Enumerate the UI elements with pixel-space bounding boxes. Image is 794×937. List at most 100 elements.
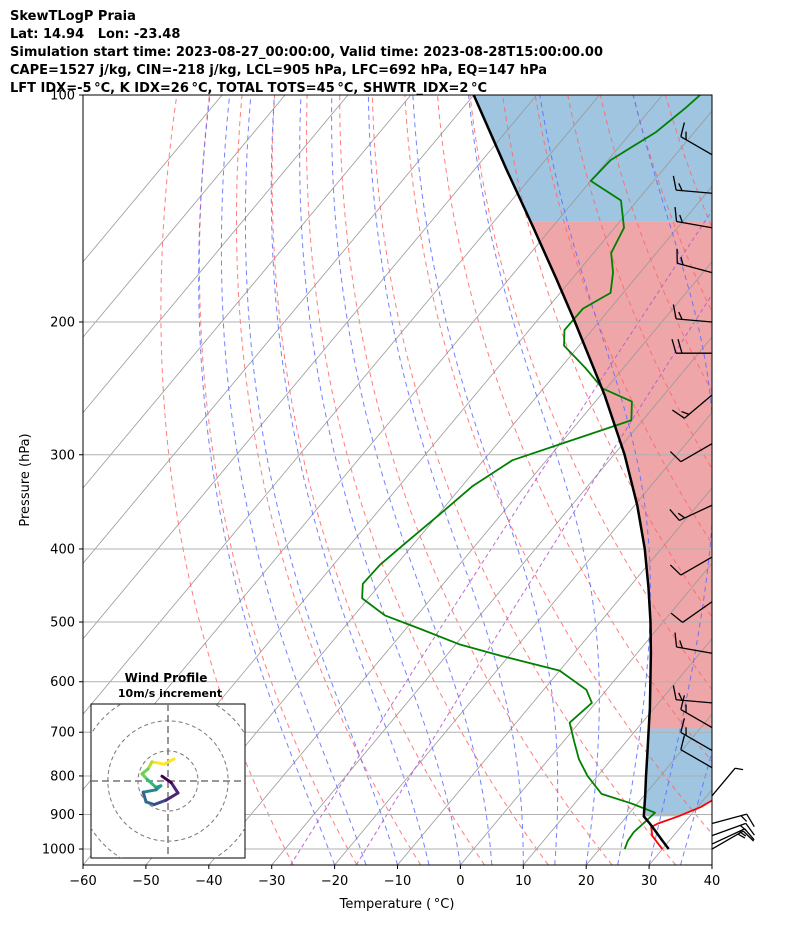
wind-barb <box>669 443 713 463</box>
isotherm <box>83 95 537 640</box>
y-tick-label: 200 <box>50 315 75 330</box>
isotherm <box>83 95 286 338</box>
isotherm <box>271 336 712 865</box>
dry-adiabat <box>436 95 712 763</box>
barb-full-flag <box>680 735 685 750</box>
barb-staff <box>676 220 713 229</box>
wind-barb <box>674 206 713 229</box>
hodograph-segment <box>162 757 176 766</box>
x-tick-label: 40 <box>704 874 721 889</box>
y-tick-label: 900 <box>50 808 75 823</box>
barb-full-flag <box>680 122 685 137</box>
x-tick-label: −40 <box>195 874 222 889</box>
mixing-ratio-line <box>290 209 712 865</box>
hodograph-segment <box>160 774 173 785</box>
barb-full-flag <box>671 339 677 354</box>
dry-adiabat <box>502 95 712 618</box>
barb-full-flag <box>671 409 685 419</box>
barb-half-flag <box>678 692 683 701</box>
barb-staff <box>682 601 713 623</box>
axes: −60 −50 −40 −30 −20 −10 0 10 20 30 40 1000 900 800 70… <box>18 89 720 913</box>
wind-barb <box>711 830 755 850</box>
x-tick-label: 30 <box>641 874 658 889</box>
dry-adiabat <box>160 95 294 865</box>
dewpoint-line <box>361 95 701 850</box>
wind-barb <box>676 248 713 274</box>
hodograph-segment <box>145 777 158 789</box>
wind-barb <box>672 304 713 323</box>
barb-half-flag <box>739 824 747 832</box>
y-tick-label: 1000 <box>42 843 75 858</box>
barb-half-flag <box>740 815 748 822</box>
y-tick-label: 100 <box>50 89 75 104</box>
barb-full-flag <box>742 830 755 842</box>
barb-staff <box>680 556 713 576</box>
wind-barb <box>672 685 713 704</box>
isotherm <box>334 411 712 865</box>
x-tick-label: 0 <box>456 874 464 889</box>
x-tick-label: −60 <box>69 874 96 889</box>
y-tick-label: 700 <box>50 726 75 741</box>
barb-half-flag <box>678 311 683 320</box>
barb-full-flag <box>680 695 685 710</box>
dry-adiabat <box>534 95 712 545</box>
wind-barb <box>669 504 713 522</box>
y-tick-label: 800 <box>50 769 75 784</box>
barb-full-flag <box>672 685 677 700</box>
barb-full-flag <box>677 339 683 354</box>
y-tick-label: 400 <box>50 542 75 557</box>
barb-full-flag <box>672 175 677 191</box>
dry-adiabat <box>632 95 712 313</box>
isotherm <box>83 95 412 489</box>
wind-barb <box>680 735 713 769</box>
barb-full-flag <box>674 632 678 648</box>
wind-barb <box>680 718 713 751</box>
cape-cin-fills <box>473 95 712 817</box>
barb-half-flag <box>735 767 744 771</box>
moist-adiabat <box>468 95 600 865</box>
hodograph-title: Wind Profile <box>125 671 208 685</box>
dry-adiabat <box>371 95 677 865</box>
profile-lines <box>361 95 712 850</box>
dry-adiabat <box>271 95 485 865</box>
moist-adiabat <box>220 95 367 865</box>
barb-staff <box>676 646 713 654</box>
hodograph-segment <box>164 791 180 802</box>
hodograph-segment <box>150 760 166 766</box>
barb-half-flag <box>677 512 686 519</box>
wind-barb <box>680 695 713 729</box>
isotherm <box>460 562 712 865</box>
barb-full-flag <box>745 822 755 836</box>
x-tick-label: 20 <box>578 874 595 889</box>
title-station: SkewTLogP Praia <box>10 9 136 24</box>
moist-adiabat <box>367 95 524 865</box>
hodograph-trace <box>140 757 180 807</box>
cin-fill <box>473 95 712 222</box>
x-tick-label: −10 <box>384 874 411 889</box>
wind-barb <box>672 175 713 194</box>
moist-adiabat <box>539 95 651 865</box>
barb-staff <box>684 394 713 419</box>
title-times: Simulation start time: 2023-08-27_00:00:… <box>10 45 603 60</box>
moist-adiabat <box>331 95 493 865</box>
wind-barb <box>711 767 744 797</box>
cin-fill <box>643 728 712 817</box>
barb-full-flag <box>670 612 683 623</box>
x-tick-label: −20 <box>321 874 348 889</box>
barb-staff <box>711 767 736 797</box>
barb-full-flag <box>680 718 685 733</box>
y-tick-label: 300 <box>50 448 75 463</box>
y-tick-label: 500 <box>50 616 75 631</box>
barb-half-flag <box>680 256 684 265</box>
isotherm <box>83 95 349 414</box>
hodograph-segment <box>169 781 180 795</box>
moist-adiabat <box>270 95 430 865</box>
y-tick-label: 600 <box>50 675 75 690</box>
barb-half-flag <box>679 640 684 649</box>
dry-adiabat <box>404 95 712 835</box>
isotherm <box>83 95 600 715</box>
y-axis-label: Pressure (hPa) <box>18 433 33 526</box>
moist-adiabat <box>198 95 336 865</box>
moist-adiabat <box>412 95 559 865</box>
temperature-line <box>650 799 712 850</box>
